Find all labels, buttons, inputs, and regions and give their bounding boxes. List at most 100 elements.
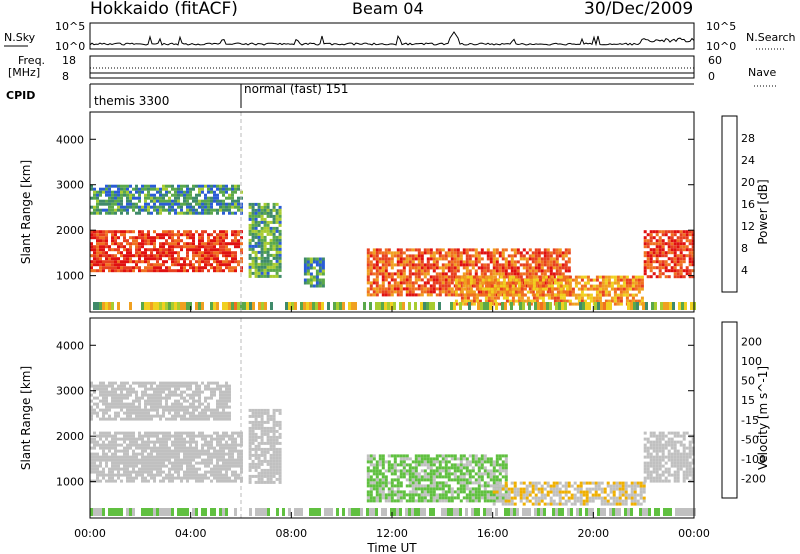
ground-scatter-cell <box>318 302 321 310</box>
echo-cell <box>135 211 138 215</box>
echo-cell <box>454 284 458 288</box>
echo-cell <box>108 196 111 200</box>
echo-cell <box>537 254 541 258</box>
echo-cell <box>387 272 391 276</box>
echo-cell <box>513 490 517 494</box>
echo-cell <box>165 458 168 462</box>
echo-cell <box>231 446 234 450</box>
ground-scatter-cell <box>288 302 291 310</box>
echo-cell <box>150 381 153 385</box>
echo-cell <box>460 275 464 279</box>
echo-cell <box>159 263 162 267</box>
echo-cell <box>237 443 240 447</box>
echo-cell <box>111 384 114 388</box>
echo-cell <box>450 472 454 476</box>
echo-cell <box>210 437 213 441</box>
echo-cell <box>634 278 638 282</box>
echo-cell <box>260 447 264 451</box>
echo-cell <box>105 208 108 212</box>
echo-cell <box>399 275 403 279</box>
echo-cell <box>263 220 267 224</box>
date-title: 30/Dec/2009 <box>584 0 693 19</box>
echo-cell <box>538 281 542 285</box>
echo-cell <box>637 287 641 291</box>
echo-cell <box>306 281 310 285</box>
echo-cell <box>369 454 373 458</box>
echo-cell <box>504 487 508 491</box>
echo-cell <box>234 479 237 483</box>
echo-cell <box>222 184 225 188</box>
echo-cell <box>501 469 505 473</box>
echo-cell <box>272 426 276 430</box>
echo-cell <box>480 475 484 479</box>
echo-cell <box>207 402 210 406</box>
echo-cell <box>586 296 590 300</box>
echo-cell <box>405 287 409 291</box>
echo-cell <box>228 269 231 273</box>
echo-cell <box>126 196 129 200</box>
echo-cell <box>366 481 370 485</box>
echo-cell <box>99 431 102 435</box>
echo-cell <box>192 440 195 444</box>
echo-cell <box>129 230 132 234</box>
echo-cell <box>565 299 569 303</box>
echo-cell <box>417 472 421 476</box>
echo-cell <box>309 263 313 267</box>
echo-cell <box>135 408 138 412</box>
echo-cell <box>372 278 376 282</box>
echo-cell <box>201 461 204 465</box>
echo-cell <box>441 272 445 276</box>
echo-cell <box>186 387 189 391</box>
echo-cell <box>369 484 373 488</box>
echo-cell <box>123 467 126 471</box>
echo-cell <box>510 278 514 282</box>
echo-cell <box>126 455 129 459</box>
echo-cell <box>652 266 656 270</box>
echo-cell <box>219 269 222 273</box>
echo-cell <box>108 266 111 270</box>
echo-cell <box>501 251 505 255</box>
echo-cell <box>201 184 204 188</box>
echo-cell <box>417 460 421 464</box>
echo-cell <box>260 435 264 439</box>
echo-cell <box>375 484 379 488</box>
echo-cell <box>405 275 409 279</box>
echo-cell <box>514 275 518 279</box>
echo-cell <box>607 281 611 285</box>
echo-cell <box>492 281 496 285</box>
echo-cell <box>105 202 108 206</box>
echo-cell <box>165 242 168 246</box>
echo-cell <box>366 278 370 282</box>
echo-cell <box>375 463 379 467</box>
echo-cell <box>138 211 141 215</box>
echo-cell <box>144 193 147 197</box>
echo-cell <box>423 463 427 467</box>
echo-cell <box>278 208 282 212</box>
echo-cell <box>529 284 533 288</box>
echo-cell <box>263 256 267 260</box>
echo-cell <box>393 478 397 482</box>
echo-cell <box>201 208 204 212</box>
echo-cell <box>132 266 135 270</box>
echo-cell <box>378 454 382 458</box>
echo-cell <box>138 208 141 212</box>
echo-cell <box>248 453 252 457</box>
echo-cell <box>408 248 412 252</box>
echo-cell <box>126 393 129 397</box>
ground-scatter-cell <box>144 302 147 310</box>
echo-cell <box>168 248 171 252</box>
echo-cell <box>502 275 506 279</box>
echo-cell <box>432 281 436 285</box>
echo-cell <box>384 278 388 282</box>
cpid-segment-1: normal (fast) 151 <box>244 82 348 96</box>
echo-cell <box>171 464 174 468</box>
echo-cell <box>123 248 126 252</box>
echo-cell <box>399 454 403 458</box>
echo-cell <box>254 202 258 206</box>
echo-cell <box>198 399 201 403</box>
echo-cell <box>507 266 511 270</box>
ground-scatter-cell <box>459 302 462 310</box>
echo-cell <box>108 184 111 188</box>
echo-cell <box>480 484 484 488</box>
echo-cell <box>201 434 204 438</box>
